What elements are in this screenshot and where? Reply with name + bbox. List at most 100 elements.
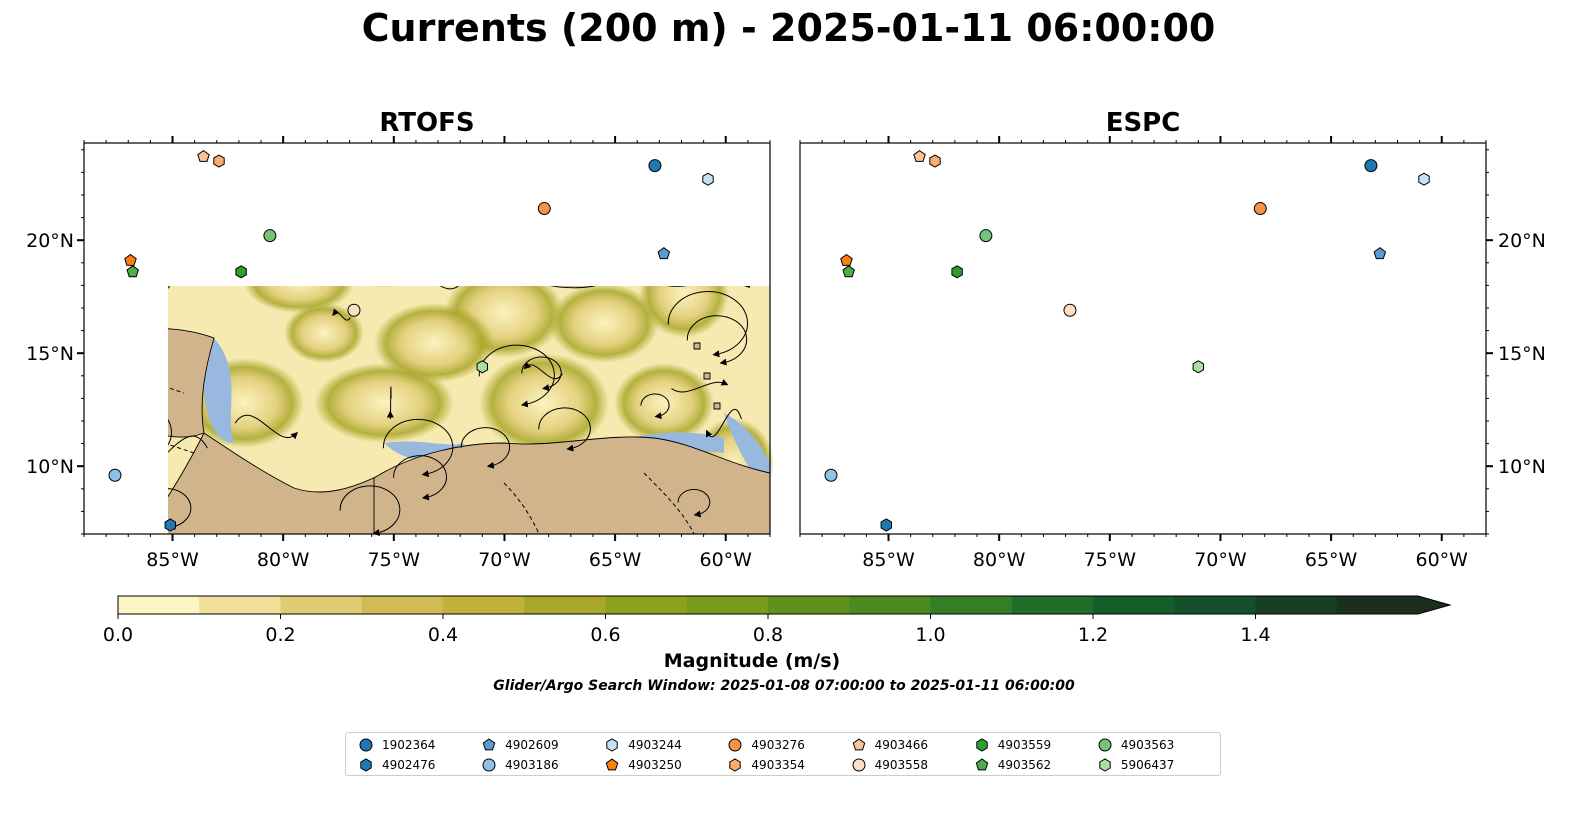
streamline bbox=[1406, 417, 1481, 425]
legend-item-4903559: 4903559 bbox=[968, 735, 1091, 755]
colorbar-tick-label: 0.4 bbox=[428, 624, 458, 646]
streamline bbox=[1334, 275, 1336, 283]
legend-item-4903276: 4903276 bbox=[721, 735, 844, 755]
streamline bbox=[1280, 300, 1290, 321]
lat-tick-label: 10°N bbox=[1498, 456, 1546, 478]
float-marker-4903466 bbox=[197, 149, 210, 162]
legend-label: 4903276 bbox=[751, 738, 805, 752]
colorbar-level bbox=[605, 596, 688, 614]
legend-label: 4903186 bbox=[505, 758, 559, 772]
legend-marker-pentagon bbox=[852, 738, 865, 751]
streamline bbox=[1407, 394, 1444, 399]
colorbar-level bbox=[1336, 596, 1419, 614]
colorbar-extend-arrow bbox=[1418, 596, 1450, 614]
land-mass bbox=[168, 432, 385, 535]
float-marker-1902364 bbox=[1364, 159, 1378, 173]
land-mass bbox=[1365, 274, 1415, 286]
float-marker-4902609 bbox=[1373, 247, 1387, 260]
speed-patch bbox=[614, 363, 714, 443]
shelf-area bbox=[84, 143, 214, 199]
lon-tick-label: 80°W bbox=[257, 549, 310, 571]
speed-patch bbox=[1000, 403, 1120, 483]
legend-item-4903563: 4903563 bbox=[1091, 735, 1214, 755]
streamline bbox=[1211, 136, 1254, 170]
float-marker-4903250 bbox=[840, 253, 853, 266]
legend-item-4903558: 4903558 bbox=[845, 755, 968, 775]
lon-tick-label: 70°W bbox=[478, 549, 531, 571]
legend-marker-icon bbox=[976, 738, 988, 752]
speed-patch bbox=[1400, 248, 1480, 338]
panel-title-rtofs: RTOFS bbox=[379, 108, 475, 138]
float-marker-4903558 bbox=[347, 303, 361, 317]
colorbar: 0.0 0.2 0.4 0.6 0.8 1.0 1.2 1.4 bbox=[103, 595, 1452, 646]
speed-patch bbox=[1155, 333, 1285, 433]
map-panel-espc bbox=[800, 135, 1486, 534]
legend-marker-circle bbox=[728, 738, 742, 752]
float-marker-4903563 bbox=[263, 229, 277, 243]
float-markers-espc bbox=[824, 149, 1430, 532]
colorbar-label: Magnitude (m/s) bbox=[663, 650, 841, 672]
lat-tick-label: 15°N bbox=[26, 343, 74, 365]
land-mass bbox=[800, 198, 849, 338]
streamline bbox=[75, 247, 112, 277]
legend-item-4903466: 4903466 bbox=[845, 735, 968, 755]
streamline bbox=[1141, 176, 1182, 209]
legend-marker-icon bbox=[606, 738, 618, 752]
float-marker-4903563 bbox=[979, 229, 993, 243]
streamline bbox=[1127, 158, 1206, 221]
land-mass bbox=[84, 198, 133, 338]
streamline bbox=[168, 435, 208, 453]
float-marker-5906437 bbox=[1192, 360, 1204, 374]
streamline bbox=[92, 471, 105, 494]
streamline bbox=[671, 379, 729, 393]
legend-item-4902609: 4902609 bbox=[475, 735, 598, 755]
streamline bbox=[1434, 504, 1436, 507]
land-mass bbox=[860, 433, 1100, 534]
streamline bbox=[168, 419, 172, 446]
legend-marker-hexagon bbox=[729, 758, 742, 772]
streamline bbox=[521, 356, 562, 392]
legend-marker-circle bbox=[482, 758, 496, 772]
colorbar-level bbox=[849, 596, 931, 614]
land-areas bbox=[800, 166, 1486, 534]
speed-patch bbox=[370, 286, 398, 288]
shelf-areas bbox=[800, 143, 1486, 493]
legend-label: 1902364 bbox=[382, 738, 436, 752]
legend-marker-icon bbox=[852, 758, 866, 772]
colorbar-tick-label: 1.0 bbox=[915, 624, 945, 646]
streamline bbox=[742, 286, 751, 288]
colorbar-tick-label: 0.0 bbox=[103, 624, 133, 646]
speed-patch bbox=[880, 403, 1020, 483]
colorbar-level bbox=[118, 596, 200, 614]
float-marker-4903276 bbox=[537, 202, 551, 216]
legend-marker-icon bbox=[1098, 738, 1112, 752]
lat-tick-label: 15°N bbox=[1498, 343, 1546, 365]
land-areas bbox=[84, 198, 771, 535]
streamline bbox=[478, 344, 555, 408]
float-marker-1902364 bbox=[648, 159, 662, 173]
streamline bbox=[301, 145, 351, 185]
legend-label: 4903244 bbox=[628, 738, 682, 752]
land-mass bbox=[373, 436, 771, 535]
land-mass bbox=[667, 286, 687, 287]
land-mass bbox=[800, 328, 930, 437]
float-marker-4903354 bbox=[929, 154, 941, 168]
streamline bbox=[1073, 413, 1146, 471]
legend-marker-icon bbox=[852, 738, 865, 751]
streamline bbox=[1308, 461, 1310, 466]
speed-patch bbox=[1220, 268, 1340, 358]
colorbar-level bbox=[524, 596, 606, 614]
colorbar-level bbox=[930, 596, 1013, 614]
legend-marker-pentagon bbox=[482, 738, 496, 751]
speed-patch bbox=[639, 286, 729, 338]
legend-item-4903354: 4903354 bbox=[721, 755, 844, 775]
legend-item-1902364: 1902364 bbox=[352, 735, 475, 755]
legend-marker-icon bbox=[975, 758, 988, 771]
legend-marker-icon bbox=[605, 758, 619, 771]
colorbar-tick-label: 1.2 bbox=[1078, 624, 1108, 646]
float-legend: 1902364 4902476 4902609 4903186 4903244 49032… bbox=[345, 732, 1221, 776]
map-frame-espc bbox=[799, 142, 1487, 535]
streamline bbox=[931, 169, 1009, 231]
streamline bbox=[840, 349, 856, 380]
streamline bbox=[1409, 441, 1464, 485]
